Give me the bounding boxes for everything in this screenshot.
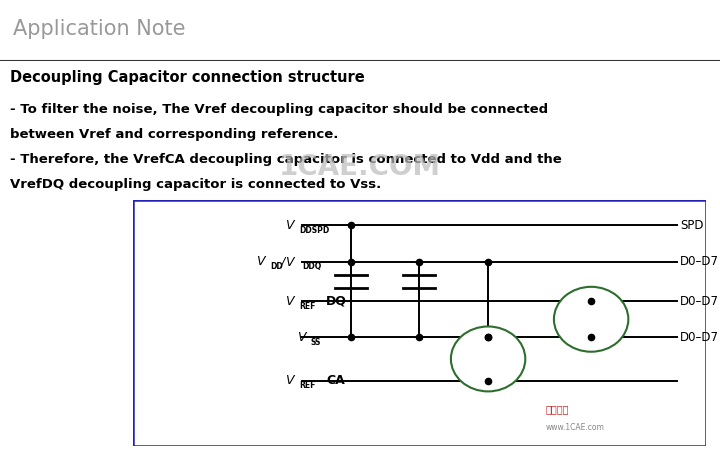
Text: DDQ: DDQ [302,262,321,271]
Text: Decoupling Capacitor connection structure: Decoupling Capacitor connection structur… [10,70,365,85]
Text: D0–D7: D0–D7 [680,255,719,268]
Text: $V$: $V$ [256,255,268,268]
Text: SS: SS [310,338,321,347]
Text: REF: REF [300,382,315,391]
Text: www.1CAE.com: www.1CAE.com [545,423,604,432]
Text: $V$: $V$ [285,374,297,387]
Text: Application Note: Application Note [13,19,186,39]
Text: SPD: SPD [680,219,703,232]
Text: REF: REF [300,302,315,311]
Text: D0–D7: D0–D7 [680,295,719,308]
Text: $V$: $V$ [297,331,307,344]
Text: CA: CA [326,374,345,387]
Ellipse shape [451,327,526,392]
Text: D0–D7: D0–D7 [680,331,719,344]
Ellipse shape [554,287,629,352]
Text: $V$: $V$ [285,219,297,232]
Text: 1CAE.COM: 1CAE.COM [279,153,441,181]
Text: - To filter the noise, The Vref decoupling capacitor should be connected: - To filter the noise, The Vref decoupli… [10,103,548,116]
Text: 仿真在线: 仿真在线 [545,405,569,414]
Text: DD: DD [271,262,284,271]
Text: VrefDQ decoupling capacitor is connected to Vss.: VrefDQ decoupling capacitor is connected… [10,179,382,191]
Text: DDSPD: DDSPD [300,226,330,235]
Text: $V$: $V$ [285,295,297,308]
Text: - Therefore, the VrefCA decoupling capacitor is connected to Vdd and the: - Therefore, the VrefCA decoupling capac… [10,153,562,166]
Text: /$V$: /$V$ [279,255,296,269]
Text: between Vref and corresponding reference.: between Vref and corresponding reference… [10,128,338,141]
Text: DQ: DQ [326,295,347,308]
